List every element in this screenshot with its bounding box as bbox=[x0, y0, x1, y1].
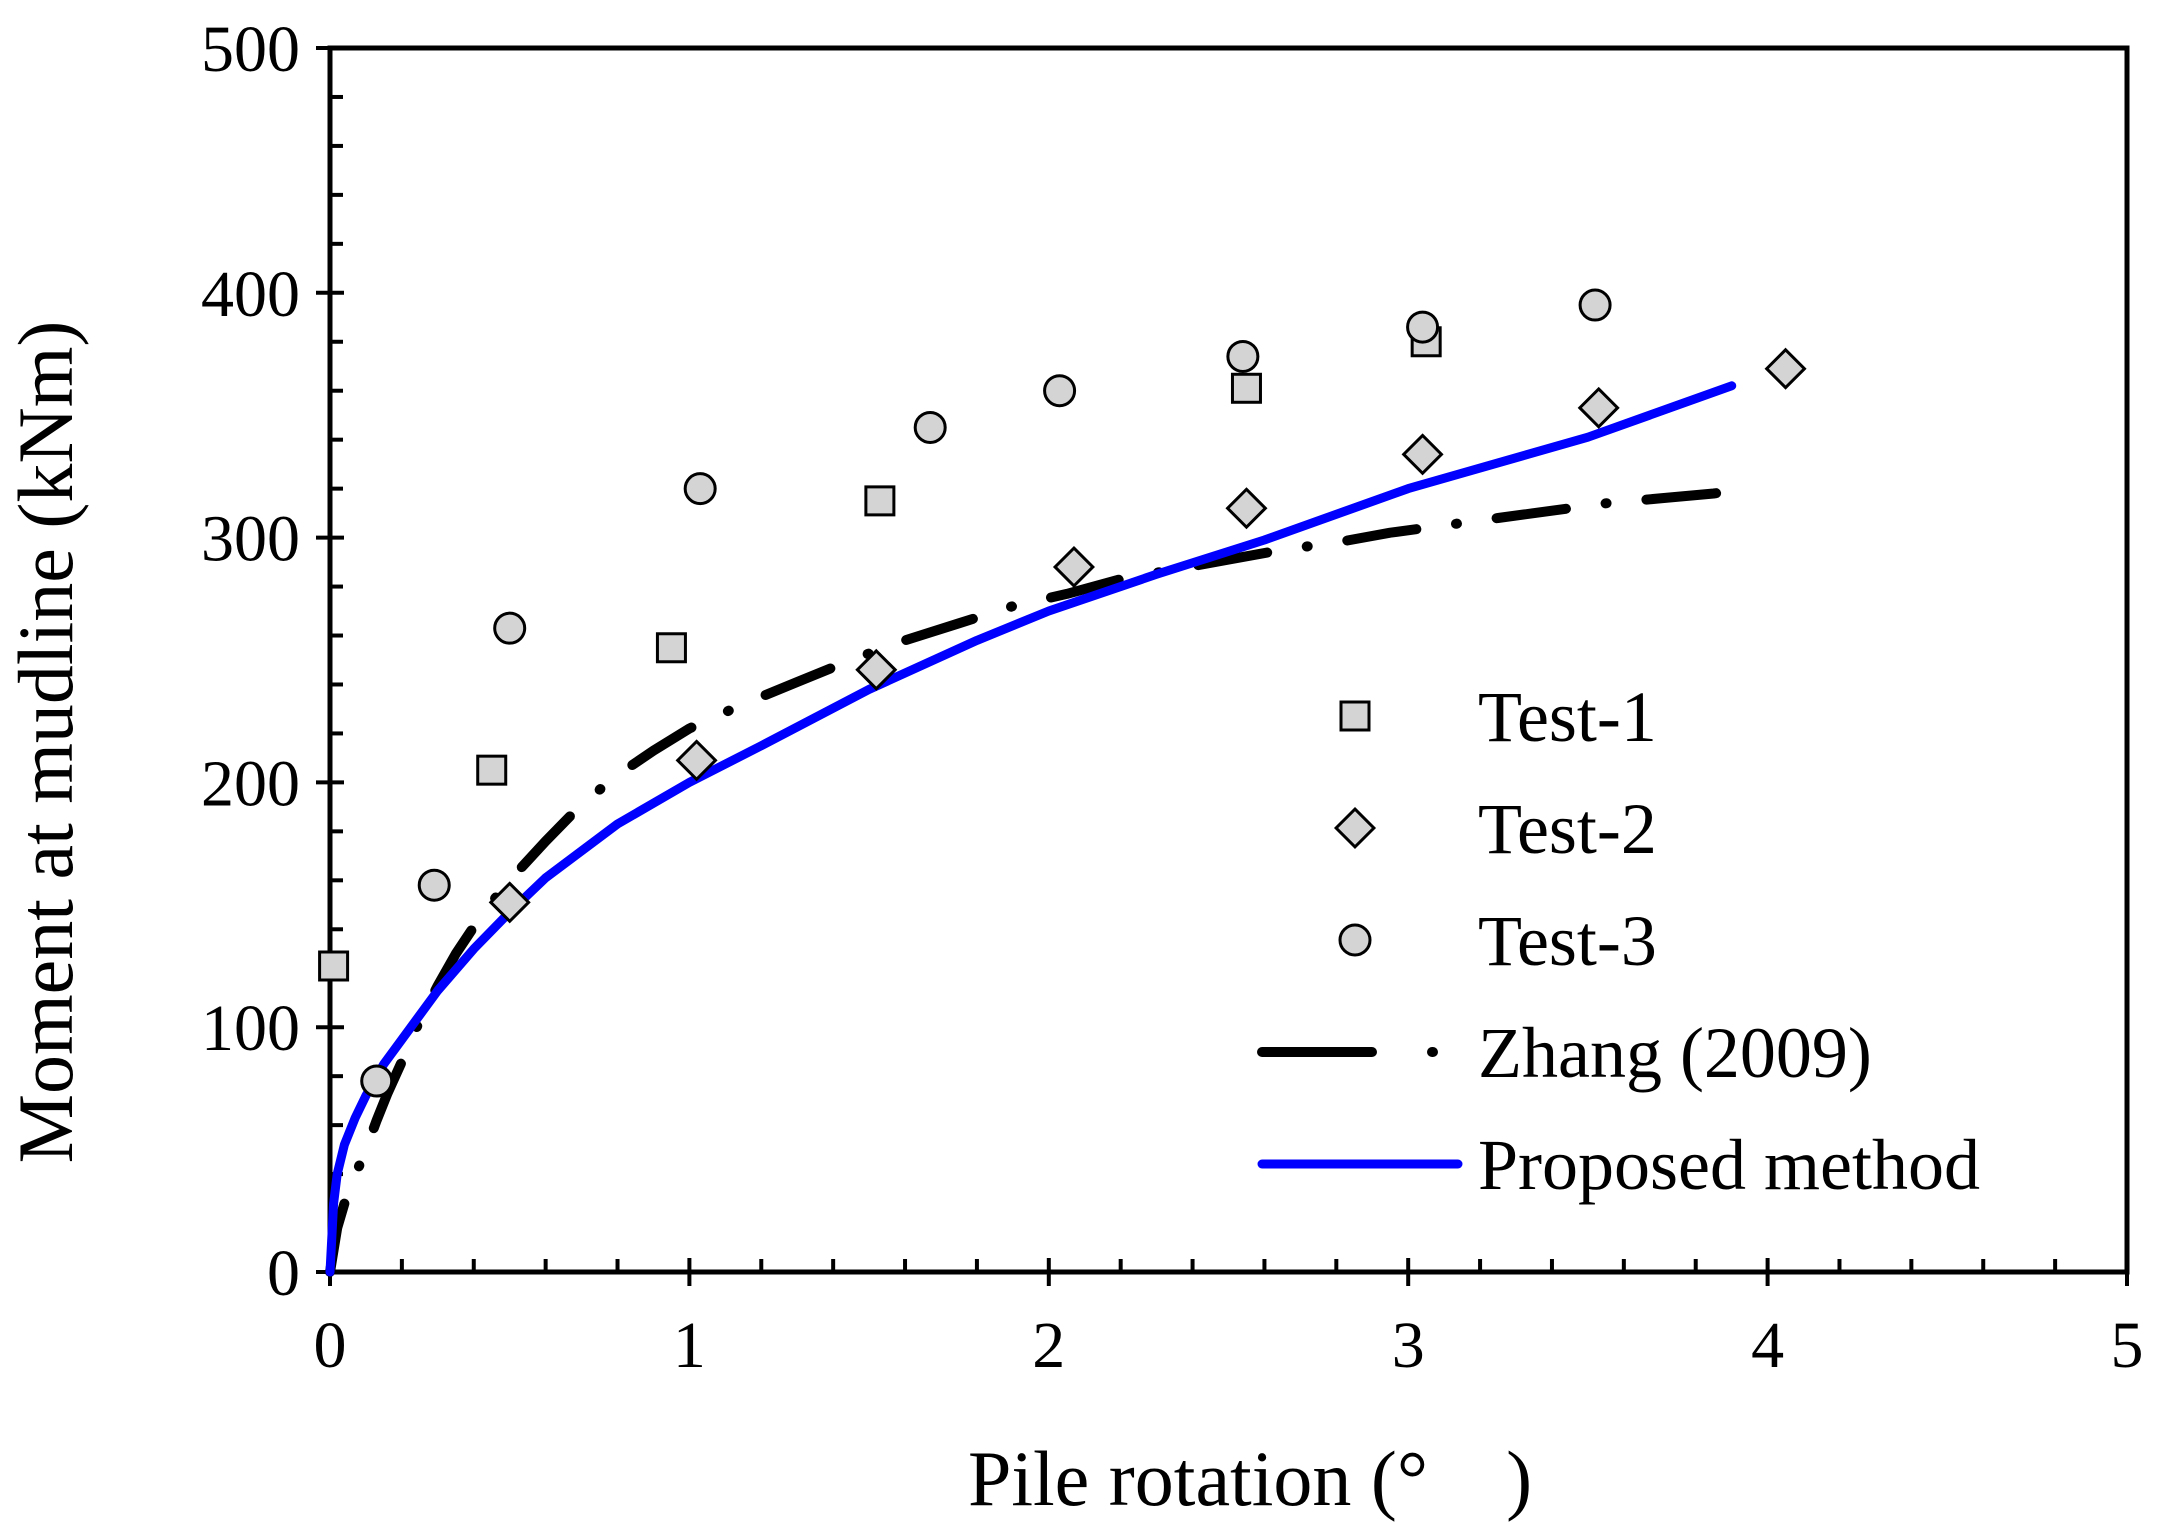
data-point-test-3 bbox=[683, 472, 717, 506]
legend-swatch-test-2 bbox=[1333, 806, 1377, 850]
data-point-test-3 bbox=[493, 611, 527, 645]
data-point-test-1 bbox=[864, 485, 896, 517]
data-point-test-1 bbox=[655, 632, 687, 664]
x-tick-label: 4 bbox=[1751, 1309, 1784, 1382]
data-point-test-2 bbox=[488, 881, 531, 924]
data-point-test-3 bbox=[1043, 374, 1077, 408]
data-point-test-2 bbox=[1577, 386, 1620, 429]
lines-layer bbox=[325, 381, 1755, 1277]
data-point-test-2 bbox=[1052, 545, 1095, 588]
x-tick-label: 1 bbox=[673, 1309, 706, 1382]
data-point-test-3 bbox=[360, 1064, 394, 1098]
labels-layer: Moment at mudline (kNm) Pile rotation (°… bbox=[2, 13, 2144, 1522]
data-point-test-3 bbox=[1406, 310, 1440, 344]
data-point-test-3 bbox=[913, 410, 947, 444]
legend-label: Test-1 bbox=[1478, 677, 1657, 757]
x-tick-label: 0 bbox=[314, 1309, 347, 1382]
markers-layer bbox=[318, 288, 1807, 1098]
data-point-test-2 bbox=[675, 739, 718, 782]
y-tick-label: 400 bbox=[201, 258, 300, 331]
x-tick-label: 5 bbox=[2111, 1309, 2144, 1382]
y-tick-label: 500 bbox=[201, 13, 300, 86]
legend-label: Test-3 bbox=[1478, 901, 1657, 981]
data-point-test-2 bbox=[1401, 433, 1444, 476]
data-point-test-1 bbox=[1230, 372, 1262, 404]
y-tick-label: 0 bbox=[267, 1237, 300, 1310]
x-axis-title: Pile rotation (° ) bbox=[968, 1435, 1532, 1522]
data-point-test-2 bbox=[1225, 487, 1268, 530]
legend-label: Proposed method bbox=[1478, 1125, 1980, 1205]
data-point-test-1 bbox=[476, 754, 508, 786]
series-line-proposed-method bbox=[325, 381, 1737, 1277]
data-point-test-3 bbox=[417, 868, 451, 902]
x-tick-label: 2 bbox=[1032, 1309, 1065, 1382]
plot-frame bbox=[327, 45, 2130, 1275]
y-tick-label: 300 bbox=[201, 503, 300, 576]
data-point-test-3 bbox=[1226, 339, 1260, 373]
axes-layer bbox=[316, 45, 2130, 1286]
legend-swatch-test-3 bbox=[1338, 923, 1372, 957]
y-tick-label: 100 bbox=[201, 992, 300, 1065]
series-line-zhang-2009 bbox=[325, 483, 1755, 1277]
data-point-test-2 bbox=[855, 648, 898, 691]
x-tick-label: 3 bbox=[1392, 1309, 1425, 1382]
data-point-test-2 bbox=[1764, 347, 1807, 390]
legend-swatch-test-1 bbox=[1339, 700, 1371, 732]
data-point-test-3 bbox=[1578, 288, 1612, 322]
legend-label: Test-2 bbox=[1478, 789, 1657, 869]
y-axis-title: Moment at mudline (kNm) bbox=[2, 321, 89, 1164]
legend-label: Zhang (2009) bbox=[1478, 1013, 1872, 1093]
legend: Test-1 Test-2 Test-3 Zhang (2009) Proposed m… bbox=[1257, 677, 1980, 1205]
data-point-test-1 bbox=[318, 950, 350, 982]
y-tick-label: 200 bbox=[201, 747, 300, 820]
